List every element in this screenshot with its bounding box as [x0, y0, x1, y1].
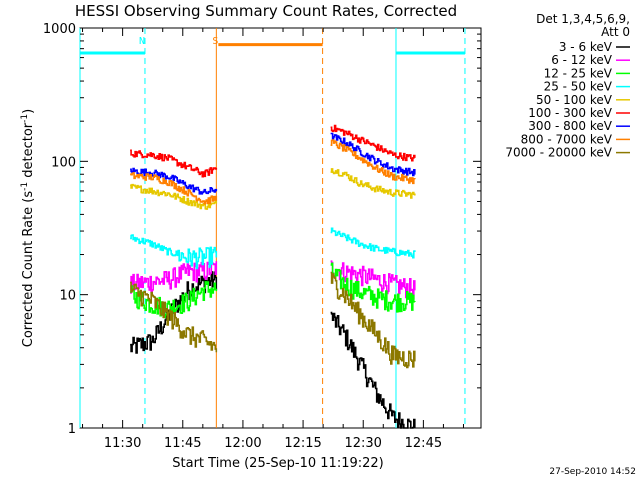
legend-header-line-2: Att 0 — [601, 25, 630, 39]
y-axis-label-sup2: -1 — [20, 114, 30, 123]
series-line — [130, 234, 218, 270]
legend-entry-label: 25 - 50 keV — [544, 80, 613, 94]
y-axis-label-main: Corrected Count Rate (s — [21, 191, 36, 348]
series-line — [330, 260, 416, 300]
y-tick-label: 1 — [68, 422, 76, 437]
legend-header-line-1: Det 1,3,4,5,6,9, — [536, 12, 630, 26]
legend-entry-label: 3 - 6 keV — [559, 40, 613, 54]
x-tick-label: 12:15 — [284, 436, 321, 451]
legend-entry-label: 7000 - 20000 keV — [505, 146, 612, 160]
marker-label-n: N — [139, 36, 145, 47]
plot-frame — [79, 27, 482, 429]
x-tick-label: 12:45 — [405, 436, 442, 451]
series-line — [330, 271, 416, 369]
x-tick-label: 11:30 — [104, 436, 141, 451]
x-tick-label: 12:00 — [224, 436, 261, 451]
series-8 — [130, 271, 416, 369]
series-line — [130, 167, 218, 195]
legend-entry-label: 12 - 25 keV — [544, 66, 613, 80]
y-axis-label: Corrected Count Rate (s-1 detector-1) — [20, 109, 36, 347]
series-line — [130, 261, 218, 294]
series-line — [330, 311, 416, 429]
series-line — [330, 168, 416, 199]
series-line — [330, 124, 416, 162]
legend-entry-label: 800 - 7000 keV — [521, 132, 613, 146]
series-line — [330, 132, 416, 177]
legend-entry-label: 100 - 300 keV — [528, 106, 612, 120]
y-tick-label: 100 — [51, 155, 76, 170]
y-axis-label-end: ) — [21, 109, 36, 114]
series-layer — [130, 124, 416, 429]
series-7 — [130, 139, 416, 205]
series-1 — [130, 260, 416, 300]
x-axis-label: Start Time (25-Sep-10 11:19:22) — [172, 456, 383, 471]
series-line — [130, 183, 218, 210]
y-tick-label: 1000 — [43, 22, 76, 37]
plot-timestamp: 27-Sep-2010 14:52 — [549, 467, 636, 477]
y-axis-label-sup1: -1 — [20, 182, 30, 191]
x-tick-label: 11:45 — [164, 436, 201, 451]
series-line — [130, 281, 218, 353]
series-line — [330, 139, 416, 185]
legend-entry-label: 6 - 12 keV — [551, 53, 613, 67]
series-line — [130, 281, 218, 319]
chart-title: HESSI Observing Summary Count Rates, Cor… — [75, 2, 457, 20]
series-line — [130, 172, 218, 205]
event-lines — [79, 28, 466, 428]
series-4 — [130, 168, 416, 210]
y-axis-label-mid: detector — [21, 122, 36, 182]
marker-label-s: S — [212, 36, 218, 47]
series-2 — [130, 262, 416, 319]
series-line — [330, 262, 416, 313]
axis-layer: 1 10 100 1000 11:30 11:45 12:00 12:15 12:30 12:45 — [43, 22, 481, 451]
series-5 — [130, 124, 416, 178]
series-6 — [130, 132, 416, 195]
series-line — [330, 227, 416, 259]
series-3 — [130, 227, 416, 270]
legend-entry-label: 50 - 100 keV — [536, 93, 613, 107]
legend-entry-label: 300 - 800 keV — [528, 119, 612, 133]
y-tick-label: 10 — [59, 289, 76, 304]
series-line — [130, 149, 218, 178]
x-tick-label: 12:30 — [344, 436, 381, 451]
